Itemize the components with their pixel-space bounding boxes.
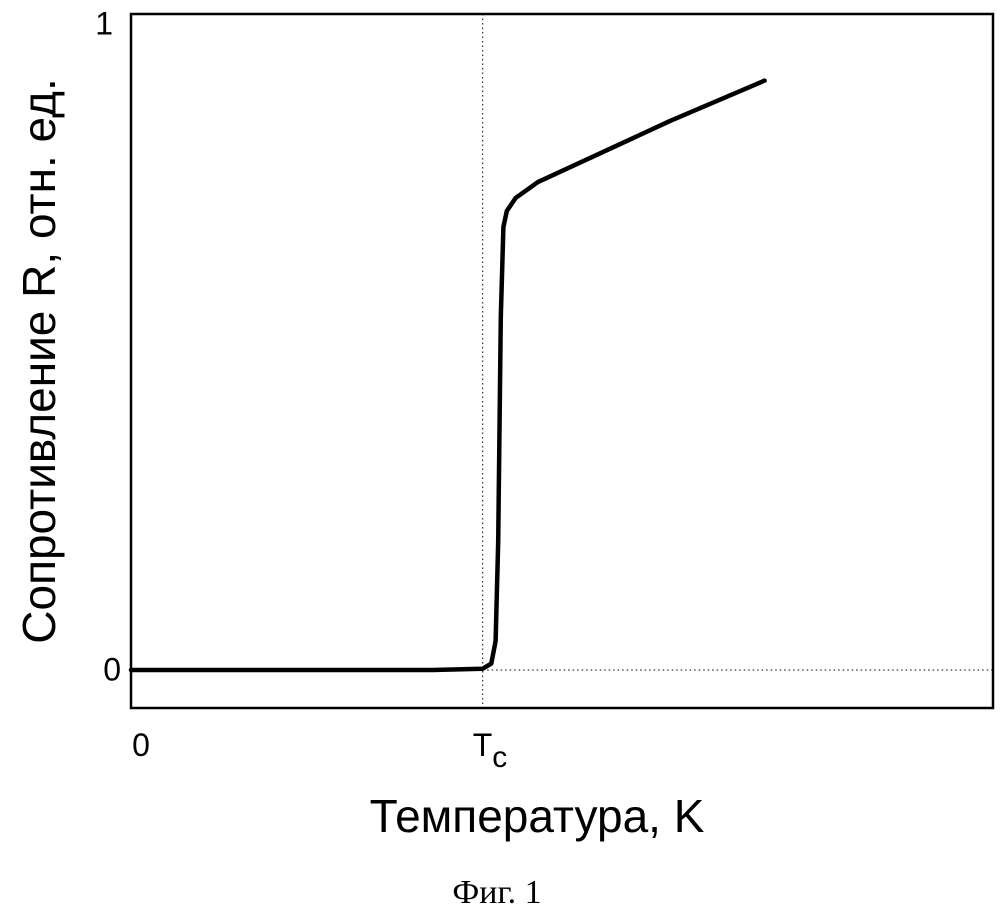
resistance-curve: [128, 78, 767, 673]
x-tick-label-0: 0: [132, 727, 150, 763]
y-tick-label-1: 1: [95, 5, 113, 41]
x-tick-label-tc: Tc: [473, 727, 508, 774]
y-tick-label-0: 0: [103, 651, 121, 687]
x-tick-label-tc-main: T: [473, 727, 493, 763]
figure-caption: Фиг. 1: [452, 874, 541, 911]
x-axis-label: Температура, K: [370, 790, 705, 842]
plot-frame: [129, 12, 995, 710]
y-axis-label: Сопротивление R, отн. ед.: [13, 78, 65, 643]
x-tick-label-tc-subscript: c: [492, 741, 507, 774]
